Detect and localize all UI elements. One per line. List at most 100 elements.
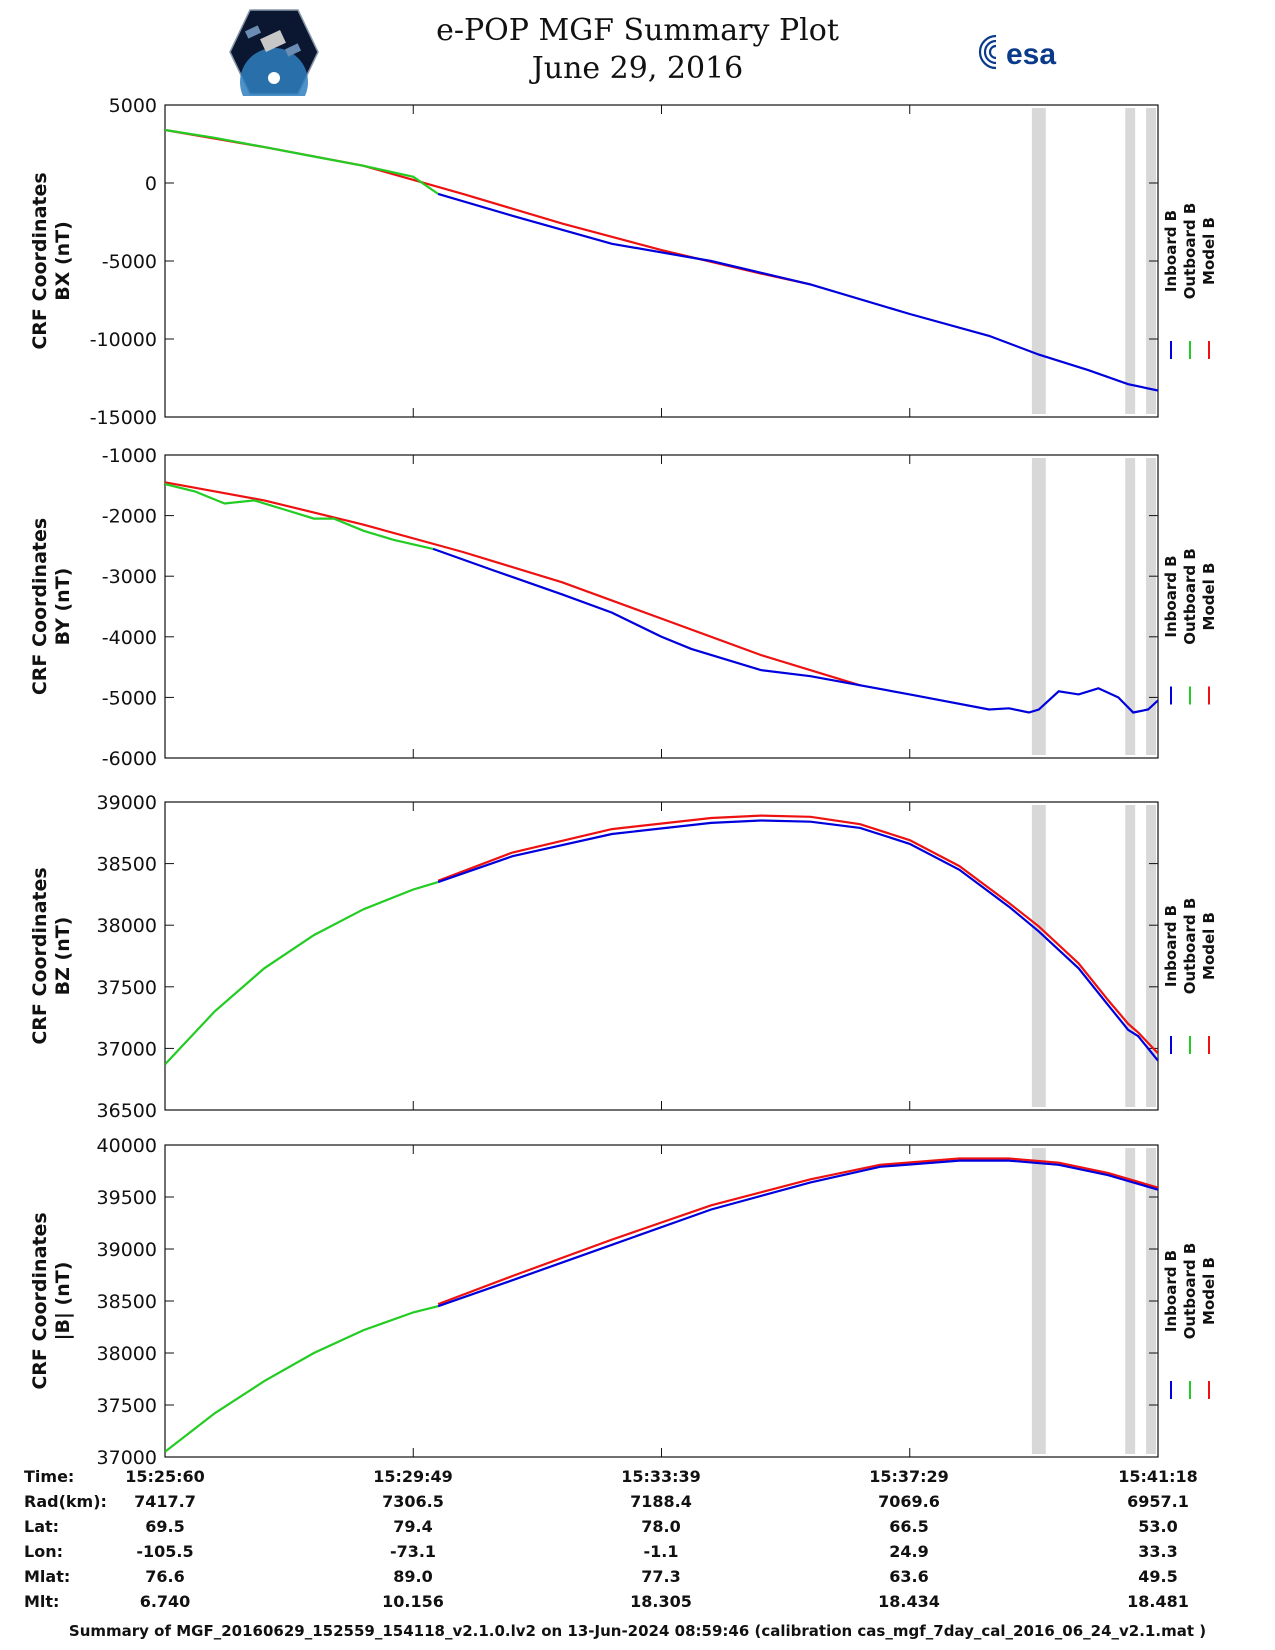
info-row-label: Mlt: [24, 1592, 59, 1611]
legend-entry-label: Outboard B [1181, 898, 1199, 995]
series-line-model-b [437, 814, 1158, 1055]
legend-entry-label: Inboard B [1162, 905, 1180, 987]
series-line-inboard-b [437, 192, 1158, 392]
esa-logo: esa [976, 32, 1086, 80]
info-cell: 6.740 [140, 1592, 191, 1611]
page-title: e-POP MGF Summary Plot June 29, 2016 [400, 12, 875, 88]
info-cell: 66.5 [889, 1517, 928, 1536]
info-cell: 15:29:49 [373, 1467, 453, 1486]
info-row-label: Time: [24, 1467, 74, 1486]
info-cell: 7417.7 [134, 1492, 196, 1511]
y-tick-label: 37000 [97, 1038, 157, 1060]
y-tick-label: -6000 [102, 748, 157, 770]
legend-entry-label: Inboard B [1162, 555, 1180, 637]
series-line-outboard-b [165, 128, 439, 195]
legend-panel-2: Inboard B Outboard B Model B [1162, 548, 1218, 705]
data-gap-band [1031, 805, 1046, 1107]
y-tick-label: 39500 [97, 1187, 157, 1209]
y-axis-label: CRF CoordinatesBX (nT) [29, 172, 74, 349]
legend-entry-label: Model B [1200, 912, 1218, 980]
panel-1: 5000 0 -5000 -10000 -15000 CRF CoordinatesBX … [29, 95, 1159, 429]
info-cell: 15:41:18 [1118, 1467, 1198, 1486]
legend-entry-label: Model B [1200, 217, 1218, 285]
y-tick-label: 38000 [97, 915, 157, 937]
y-tick-label: 37500 [97, 1395, 157, 1417]
orbit-info-table: Time: Rad(km): Lat: Lon: Mlat: Mlt: 15:25:60 74… [24, 1467, 1198, 1611]
info-cell: 63.6 [889, 1567, 928, 1586]
legend-entry-label: Model B [1200, 1257, 1218, 1325]
y-tick-label: -4000 [102, 627, 157, 649]
y-tick-label: 39000 [97, 792, 157, 814]
data-gap-band [1146, 458, 1157, 755]
info-cell: 18.305 [630, 1592, 692, 1611]
legend-entry-label: Inboard B [1162, 1250, 1180, 1332]
info-cell: 15:37:29 [869, 1467, 949, 1486]
info-cell: 33.3 [1138, 1542, 1177, 1561]
plot-date: June 29, 2016 [531, 51, 744, 86]
series-line-outboard-b [165, 881, 439, 1066]
footer-note: Summary of MGF_20160629_152559_154118_v2… [68, 1622, 1207, 1640]
series-line-inboard-b [437, 819, 1158, 1062]
info-row-label: Rad(km): [24, 1492, 107, 1511]
y-tick-label: 38500 [97, 1291, 157, 1313]
y-tick-label: -1000 [102, 445, 157, 467]
plot-title: e-POP MGF Summary Plot [436, 13, 839, 48]
info-cell: 10.156 [382, 1592, 444, 1611]
info-cell: 79.4 [393, 1517, 432, 1536]
legend-entry-label: Inboard B [1162, 210, 1180, 292]
legend-entry-label: Outboard B [1181, 548, 1199, 645]
info-cell: 24.9 [889, 1542, 928, 1561]
y-tick-label: 0 [145, 173, 157, 195]
info-row-label: Lat: [24, 1517, 59, 1536]
panel-2: -1000 -2000 -3000 -4000 -5000 -6000 CRF Coordi… [29, 445, 1159, 770]
panel-4: 40000 39500 39000 38500 38000 37500 37000 CRF C… [29, 1135, 1159, 1469]
series-line-model-b [165, 481, 861, 687]
info-cell: 77.3 [641, 1567, 680, 1586]
info-cell: 7188.4 [630, 1492, 692, 1511]
data-gap-band [1125, 458, 1136, 755]
info-cell: 15:25:60 [125, 1467, 205, 1486]
cassiope-logo [228, 8, 320, 116]
plot-frame [164, 801, 1159, 1111]
legend-entry-label: Outboard B [1181, 203, 1199, 300]
y-tick-label: 37000 [97, 1447, 157, 1469]
y-tick-label: -5000 [102, 251, 157, 273]
data-gap-band [1146, 805, 1157, 1107]
info-cell: 69.5 [145, 1517, 184, 1536]
plot-frame [164, 104, 1159, 418]
y-tick-label: 38500 [97, 854, 157, 876]
y-tick-label: 36500 [97, 1100, 157, 1122]
data-gap-band [1125, 1148, 1136, 1454]
info-cell: 78.0 [641, 1517, 680, 1536]
info-cell: -73.1 [390, 1542, 436, 1561]
data-gap-band [1125, 108, 1136, 414]
info-row-label: Mlat: [24, 1567, 70, 1586]
series-line-inboard-b [437, 1159, 1158, 1308]
y-tick-label: 39000 [97, 1239, 157, 1261]
series-line-model-b [437, 1157, 1158, 1306]
y-tick-label: 38000 [97, 1343, 157, 1365]
info-cell: 53.0 [1138, 1517, 1177, 1536]
y-tick-label: 37500 [97, 977, 157, 999]
y-tick-label: -2000 [102, 506, 157, 528]
y-tick-label: -5000 [102, 687, 157, 709]
esa-logo-text: esa [1006, 38, 1056, 71]
series-line-inboard-b [432, 547, 1158, 714]
series-line-outboard-b [165, 483, 434, 550]
info-cell: 76.6 [145, 1567, 184, 1586]
info-cell: 18.434 [878, 1592, 940, 1611]
y-tick-label: 40000 [97, 1135, 157, 1157]
y-axis-label: CRF CoordinatesBZ (nT) [29, 867, 74, 1044]
info-cell: 49.5 [1138, 1567, 1177, 1586]
data-gap-band [1031, 1148, 1046, 1454]
info-row-label: Lon: [24, 1542, 63, 1561]
info-cell: 89.0 [393, 1567, 432, 1586]
legend-panel-3: Inboard B Outboard B Model B [1162, 898, 1218, 1054]
series-line-outboard-b [165, 1305, 439, 1453]
y-tick-label: -10000 [90, 329, 157, 351]
data-gap-band [1125, 805, 1136, 1107]
legend-entry-label: Model B [1200, 563, 1218, 631]
legend-entry-label: Outboard B [1181, 1243, 1199, 1340]
